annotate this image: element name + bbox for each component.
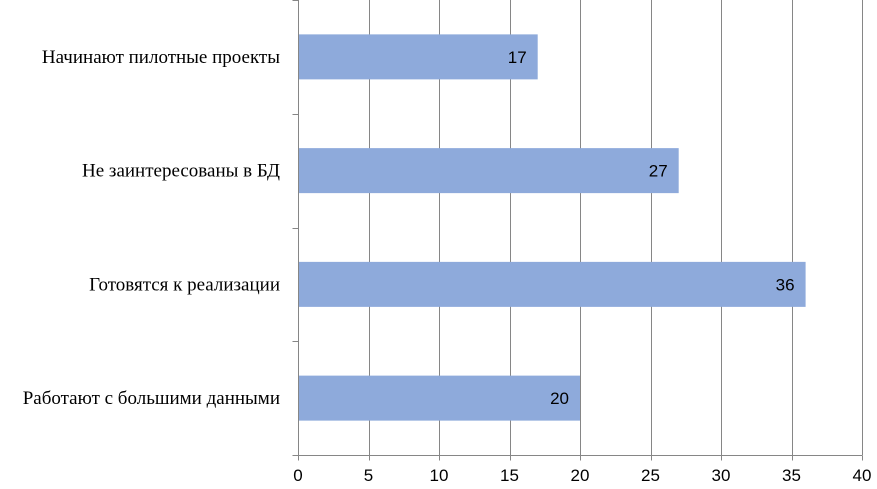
x-tick-label: 20 [571, 466, 590, 485]
data-label: 27 [649, 162, 668, 181]
bar [298, 148, 679, 194]
bars [298, 34, 806, 421]
bar [298, 34, 538, 80]
data-label: 36 [776, 275, 795, 294]
x-tick-label: 30 [712, 466, 731, 485]
x-tick-label: 25 [641, 466, 660, 485]
axes [292, 0, 863, 461]
category-label: Работают с большими данными [23, 388, 280, 409]
bar [298, 375, 580, 421]
category-label: Готовятся к реализации [89, 274, 280, 295]
x-tick-label: 0 [293, 466, 302, 485]
labels: 20 Работают с большими данными 36 Готовятся… [23, 47, 872, 485]
x-tick-label: 35 [782, 466, 801, 485]
x-tick-label: 5 [364, 466, 373, 485]
bar [298, 261, 806, 307]
x-tick-label: 15 [500, 466, 519, 485]
category-label: Начинают пилотные проекты [42, 47, 280, 68]
data-label: 20 [550, 389, 569, 408]
category-label: Не заинтересованы в БД [82, 161, 280, 182]
x-tick-label: 40 [853, 466, 872, 485]
x-tick-label: 10 [430, 466, 449, 485]
data-label: 17 [508, 48, 527, 67]
